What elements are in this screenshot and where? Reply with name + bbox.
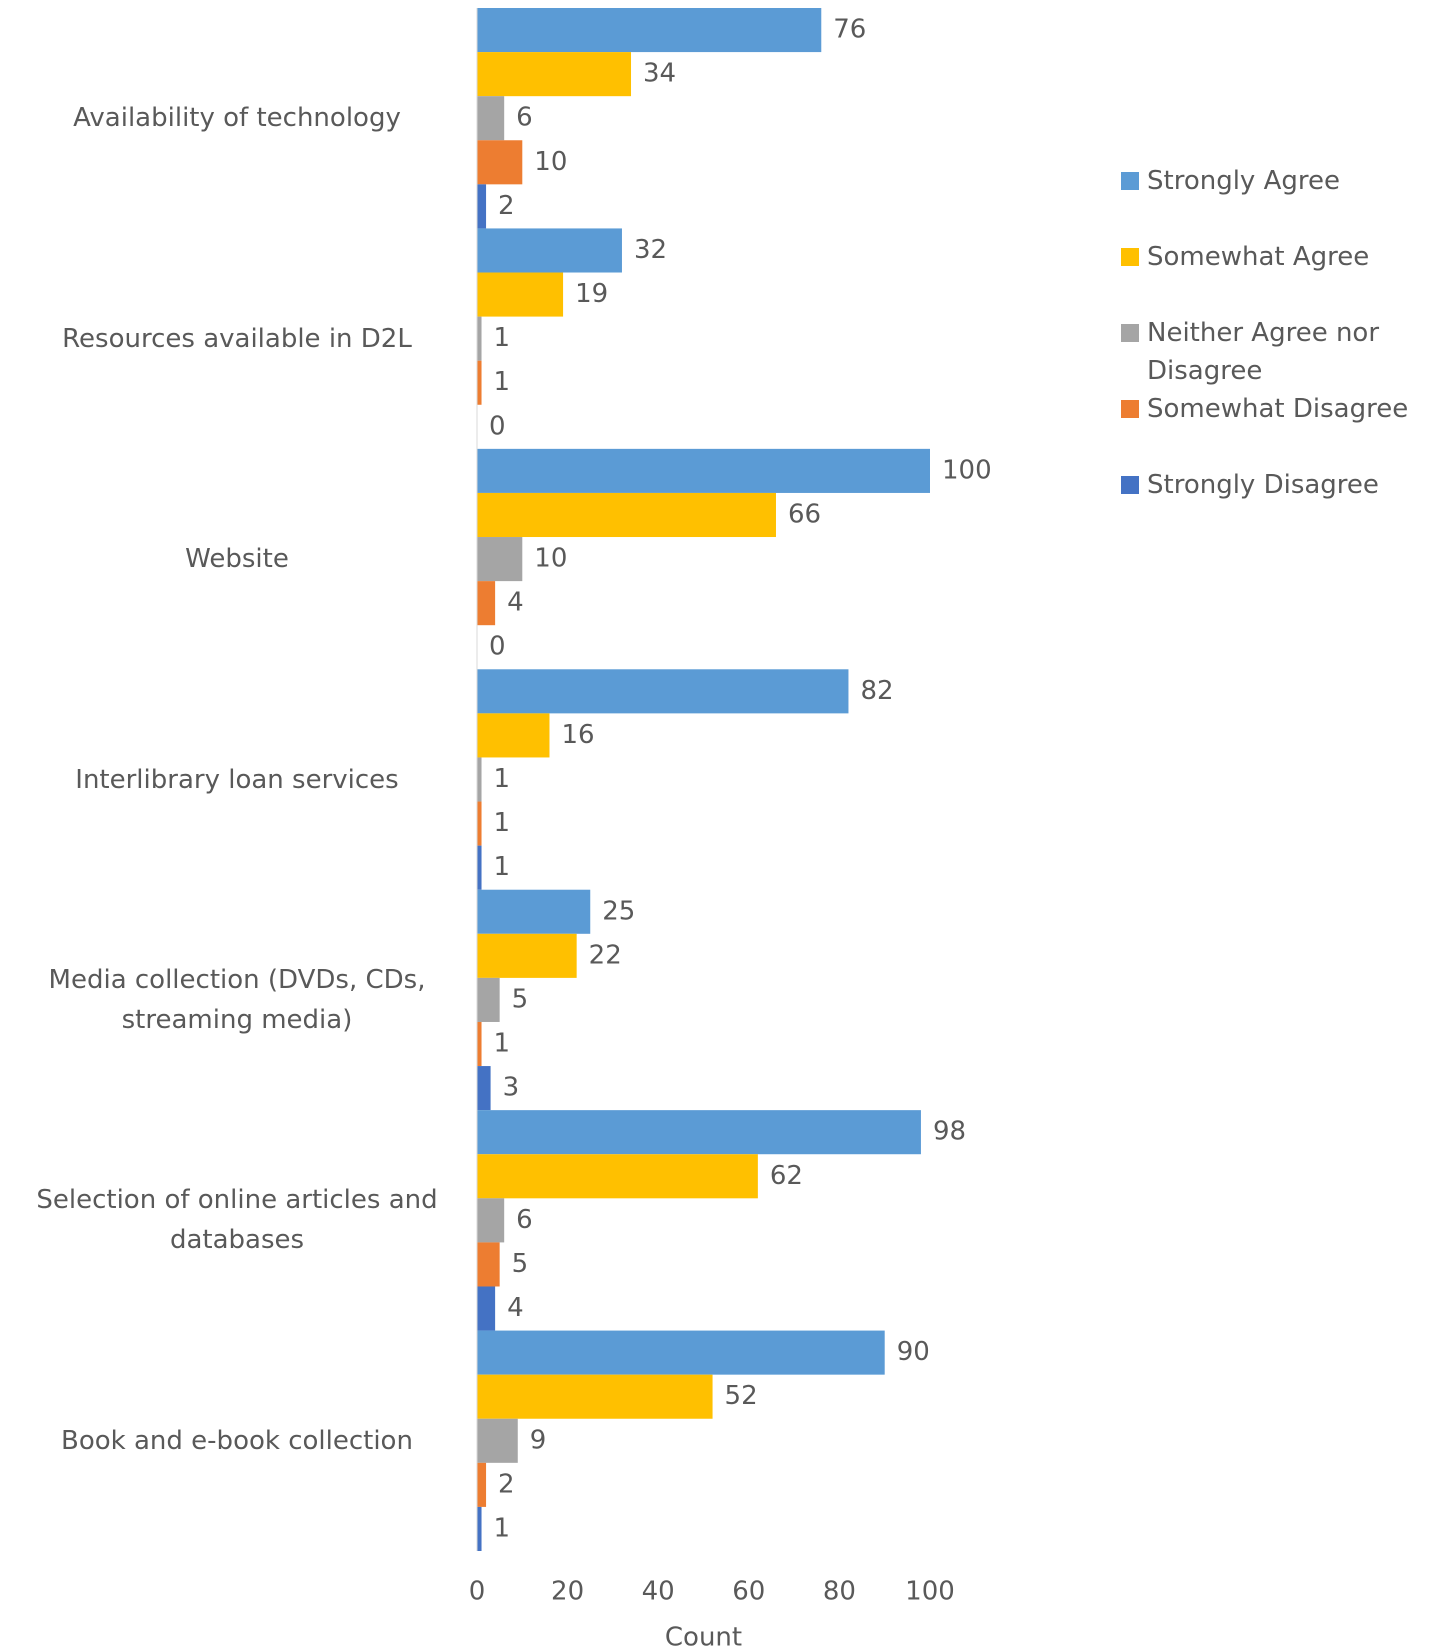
- data-label: 1: [494, 1513, 511, 1543]
- data-label: 76: [833, 15, 866, 45]
- data-label: 25: [602, 896, 635, 926]
- category-label: Book and e-book collection: [61, 1425, 413, 1456]
- data-label: 0: [489, 632, 506, 662]
- data-label: 3: [503, 1073, 520, 1103]
- x-tick-label: 20: [551, 1577, 584, 1607]
- bar: [477, 1418, 518, 1463]
- bar: [477, 228, 622, 273]
- x-tick-label: 40: [642, 1577, 675, 1607]
- data-label: 1: [494, 764, 511, 794]
- legend-swatch: [1121, 324, 1139, 342]
- bar: [477, 1242, 500, 1287]
- x-axis-title: Count: [665, 1623, 742, 1652]
- data-label: 1: [494, 1029, 511, 1059]
- legend-label: Neither Agree nor Disagree: [1147, 318, 1380, 386]
- data-label: 66: [788, 499, 821, 529]
- bar: [477, 492, 776, 538]
- bar: [477, 757, 482, 802]
- category-label: Availability of technology: [73, 103, 401, 134]
- category-label: Interlibrary loan services: [75, 764, 399, 795]
- data-label: 4: [507, 588, 524, 618]
- data-label: 100: [942, 455, 992, 485]
- bar: [477, 1506, 482, 1551]
- bar: [477, 933, 577, 978]
- bar: [477, 537, 523, 582]
- legend-label: Somewhat Disagree: [1147, 394, 1409, 424]
- legend-label: Somewhat Agree: [1147, 242, 1370, 272]
- bar: [477, 184, 487, 229]
- bar: [477, 1374, 713, 1419]
- bar: [477, 1110, 921, 1155]
- legend-swatch: [1121, 476, 1139, 494]
- bar: [477, 8, 822, 53]
- data-label: 62: [770, 1161, 803, 1191]
- x-tick-label: 80: [823, 1577, 856, 1607]
- category-label: Website: [185, 544, 289, 575]
- bar: [477, 448, 930, 493]
- data-label: 5: [512, 1249, 529, 1279]
- data-label: 9: [530, 1425, 547, 1455]
- data-label: 2: [498, 191, 515, 221]
- data-label: 52: [725, 1381, 758, 1411]
- data-label: 10: [534, 544, 567, 574]
- legend-label: Strongly Agree: [1147, 166, 1340, 196]
- data-label: 10: [534, 147, 567, 177]
- bar: [477, 1286, 496, 1331]
- bar: [477, 1462, 487, 1507]
- bar: [477, 1066, 491, 1111]
- data-label: 22: [589, 940, 622, 970]
- data-label: 82: [860, 676, 893, 706]
- bar: [477, 316, 482, 361]
- bar: [477, 977, 500, 1022]
- data-label: 4: [507, 1293, 524, 1323]
- data-label: 2: [498, 1469, 515, 1499]
- data-label: 1: [494, 852, 511, 882]
- bar: [477, 1330, 885, 1375]
- bar: [477, 96, 505, 141]
- bar: [477, 889, 591, 934]
- bar: [477, 669, 849, 714]
- bar: [477, 140, 523, 185]
- bar: [477, 52, 632, 97]
- x-tick-label: 60: [732, 1577, 765, 1607]
- bar: [477, 1198, 505, 1243]
- category-label: Media collection (DVDs, CDs, streaming m…: [48, 964, 426, 1035]
- x-tick-label: 100: [905, 1577, 955, 1607]
- bar: [477, 845, 482, 890]
- data-label: 1: [494, 808, 511, 838]
- data-label: 1: [494, 367, 511, 397]
- data-label: 34: [643, 59, 676, 89]
- bar: [477, 272, 564, 317]
- data-label: 16: [561, 720, 594, 750]
- data-label: 6: [516, 103, 533, 133]
- category-label: Resources available in D2L: [62, 323, 412, 354]
- bar: [477, 581, 496, 626]
- bar: [477, 1021, 482, 1067]
- data-label: 6: [516, 1205, 533, 1235]
- data-label: 5: [512, 984, 529, 1014]
- legend-swatch: [1121, 172, 1139, 190]
- data-label: 0: [489, 411, 506, 441]
- legend-swatch: [1121, 400, 1139, 418]
- bar: [477, 360, 482, 405]
- legend-swatch: [1121, 248, 1139, 266]
- legend-label: Strongly Disagree: [1147, 470, 1379, 500]
- data-label: 32: [634, 235, 667, 265]
- bar: [477, 1154, 758, 1199]
- bar: [477, 801, 482, 846]
- x-tick-label: 0: [469, 1577, 486, 1607]
- bar: [477, 713, 550, 758]
- data-label: 19: [575, 279, 608, 309]
- data-label: 1: [494, 323, 511, 353]
- data-label: 98: [933, 1117, 966, 1147]
- data-label: 90: [897, 1337, 930, 1367]
- category-label: Selection of online articles and databas…: [36, 1185, 438, 1256]
